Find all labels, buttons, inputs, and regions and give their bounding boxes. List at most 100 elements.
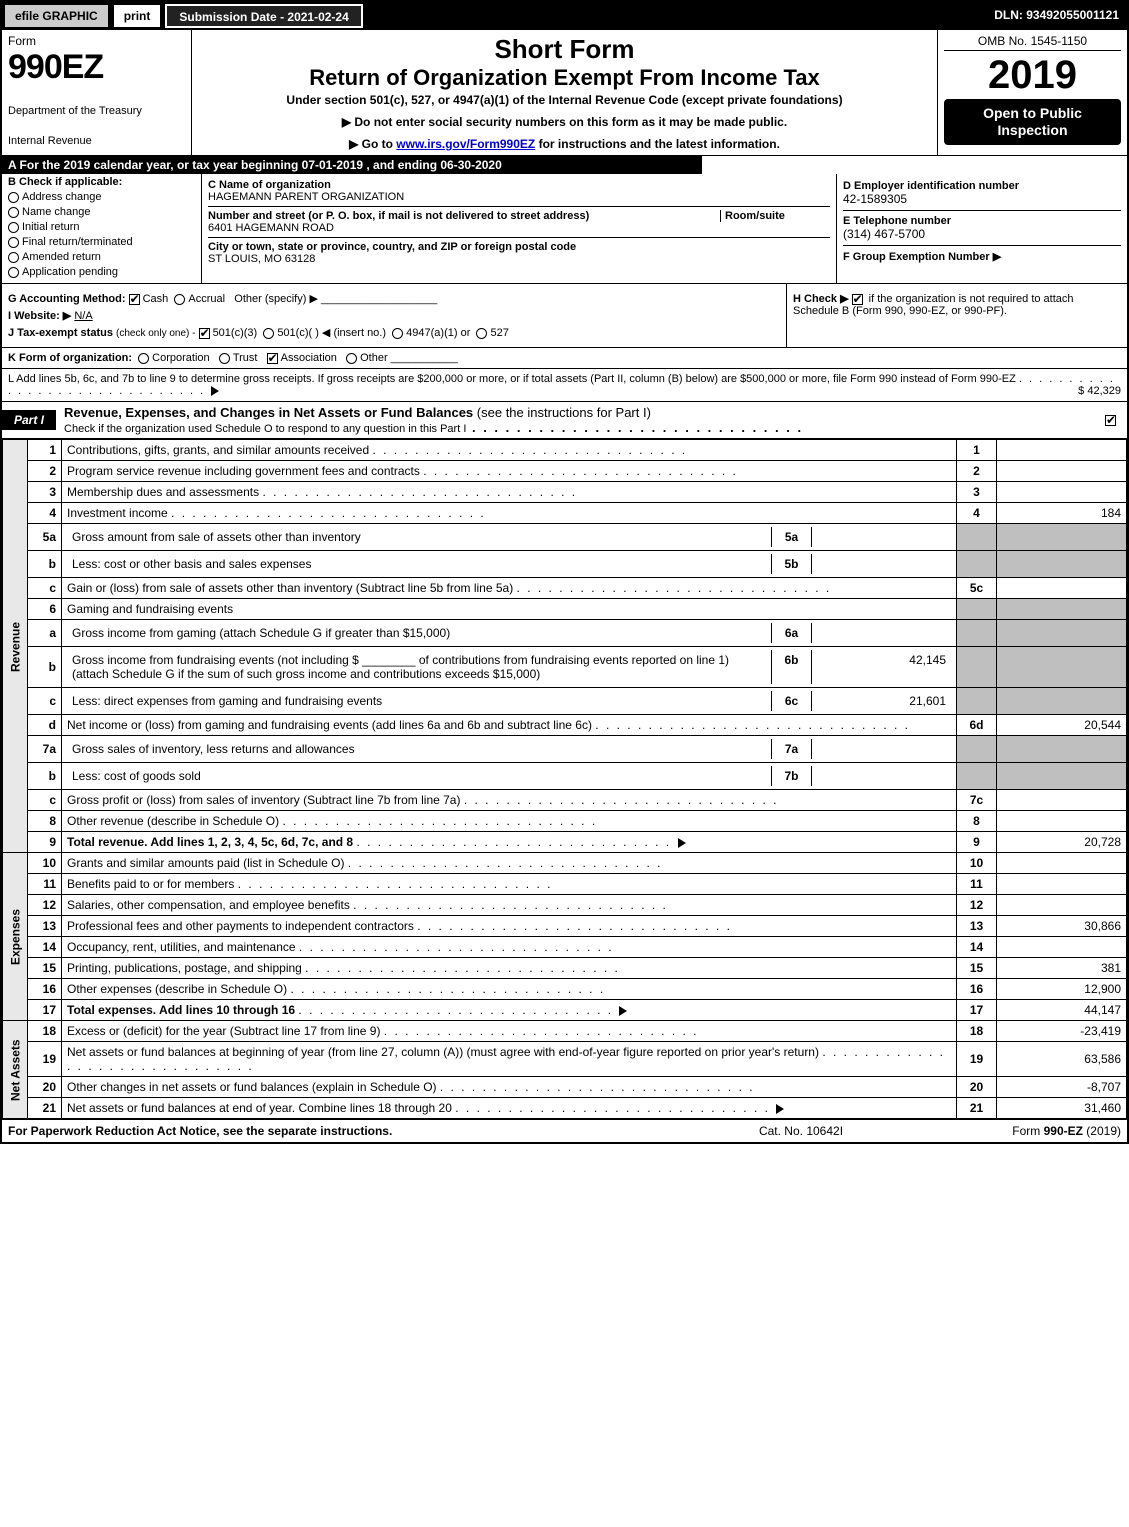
chk-address-change[interactable]: Address change (8, 191, 195, 203)
table-row: 4Investment income 4184 (3, 503, 1127, 524)
row-number: 18 (28, 1021, 62, 1042)
row-number: a (28, 620, 62, 647)
row-description: Gaming and fundraising events (62, 599, 957, 620)
table-row: 3Membership dues and assessments 3 (3, 482, 1127, 503)
c-label: C Name of organization (208, 179, 331, 191)
row-number: b (28, 763, 62, 790)
table-row: 17Total expenses. Add lines 10 through 1… (3, 1000, 1127, 1021)
row-number: 3 (28, 482, 62, 503)
table-row: 5aGross amount from sale of assets other… (3, 524, 1127, 551)
chk-4947[interactable] (392, 328, 403, 339)
irs-link[interactable]: www.irs.gov/Form990EZ (396, 137, 535, 151)
row-description: Occupancy, rent, utilities, and maintena… (62, 937, 957, 958)
row-description: Other changes in net assets or fund bala… (62, 1077, 957, 1098)
title-return: Return of Organization Exempt From Incom… (198, 65, 931, 91)
form-title-block: Short Form Return of Organization Exempt… (192, 30, 937, 155)
line-number-cell (957, 647, 997, 688)
amount-cell (997, 440, 1127, 461)
table-row: 20Other changes in net assets or fund ba… (3, 1077, 1127, 1098)
row-number: 9 (28, 832, 62, 853)
table-row: bLess: cost of goods sold7b (3, 763, 1127, 790)
row-description: Gross profit or (loss) from sales of inv… (62, 790, 957, 811)
efile-button[interactable]: efile GRAPHIC (4, 4, 109, 28)
section-b-checks: B Check if applicable: Address change Na… (2, 174, 202, 283)
graphic-label: GRAPHIC (42, 9, 97, 23)
line-number-cell: 9 (957, 832, 997, 853)
table-row: 21Net assets or fund balances at end of … (3, 1098, 1127, 1119)
f-label: F Group Exemption Number ▶ (843, 250, 1121, 263)
title-short-form: Short Form (198, 34, 931, 65)
row-description: Gross sales of inventory, less returns a… (62, 736, 957, 763)
table-row: bLess: cost or other basis and sales exp… (3, 551, 1127, 578)
form-container: efile GRAPHIC print Submission Date - 20… (0, 0, 1129, 1144)
section-label: Expenses (3, 853, 28, 1021)
chk-527[interactable] (476, 328, 487, 339)
table-row: Expenses10Grants and similar amounts pai… (3, 853, 1127, 874)
row-number: 21 (28, 1098, 62, 1119)
chk-trust[interactable] (219, 353, 230, 364)
row-description: Gross amount from sale of assets other t… (62, 524, 957, 551)
chk-name-change[interactable]: Name change (8, 206, 195, 218)
line-number-cell (957, 599, 997, 620)
row-description: Grants and similar amounts paid (list in… (62, 853, 957, 874)
line-number-cell (957, 620, 997, 647)
goto-pre: ▶ Go to (349, 137, 396, 151)
line-number-cell: 14 (957, 937, 997, 958)
row-description: Other expenses (describe in Schedule O) (62, 979, 957, 1000)
line-number-cell (957, 763, 997, 790)
amount-cell: 12,900 (997, 979, 1127, 1000)
form-word: Form (8, 34, 185, 48)
line-number-cell: 21 (957, 1098, 997, 1119)
line-number-cell: 17 (957, 1000, 997, 1021)
chk-initial-return[interactable]: Initial return (8, 221, 195, 233)
dln: DLN: 93492055001121 (986, 2, 1127, 30)
row-description: Contributions, gifts, grants, and simila… (62, 440, 957, 461)
chk-accrual[interactable] (174, 294, 185, 305)
chk-sched-o[interactable] (1105, 415, 1116, 426)
chk-other[interactable] (346, 353, 357, 364)
row-description: Total expenses. Add lines 10 through 16 (62, 1000, 957, 1021)
amount-cell (997, 790, 1127, 811)
form-ref: Form 990-EZ (2019) (901, 1124, 1121, 1138)
amount-cell: 44,147 (997, 1000, 1127, 1021)
chk-assoc[interactable] (267, 353, 278, 364)
l-line: L Add lines 5b, 6c, and 7b to line 9 to … (2, 369, 1127, 402)
table-row: cGain or (loss) from sale of assets othe… (3, 578, 1127, 599)
line-number-cell: 15 (957, 958, 997, 979)
line-number-cell (957, 524, 997, 551)
row-number: 19 (28, 1042, 62, 1077)
chk-application-pending[interactable]: Application pending (8, 266, 195, 278)
chk-501c[interactable] (263, 328, 274, 339)
dept-irs: Internal Revenue (8, 135, 185, 147)
table-row: 16Other expenses (describe in Schedule O… (3, 979, 1127, 1000)
print-button[interactable]: print (113, 4, 162, 28)
table-row: 15Printing, publications, postage, and s… (3, 958, 1127, 979)
amount-cell: 184 (997, 503, 1127, 524)
amount-cell (997, 578, 1127, 599)
chk-cash[interactable] (129, 294, 140, 305)
g-line: G Accounting Method: Cash Accrual Other … (8, 292, 780, 305)
table-row: 2Program service revenue including gover… (3, 461, 1127, 482)
line-number-cell (957, 736, 997, 763)
chk-final-return[interactable]: Final return/terminated (8, 236, 195, 248)
chk-501c3[interactable] (199, 328, 210, 339)
tax-year: 2019 (944, 55, 1121, 95)
amount-cell (997, 647, 1127, 688)
amount-cell (997, 811, 1127, 832)
row-number: 6 (28, 599, 62, 620)
i-line: I Website: ▶ N/A (8, 309, 780, 322)
line-number-cell: 20 (957, 1077, 997, 1098)
row-description: Gain or (loss) from sale of assets other… (62, 578, 957, 599)
amount-cell: 30,866 (997, 916, 1127, 937)
chk-amended-return[interactable]: Amended return (8, 251, 195, 263)
submission-date: Submission Date - 2021-02-24 (165, 4, 362, 28)
table-row: 6Gaming and fundraising events (3, 599, 1127, 620)
row-description: Printing, publications, postage, and shi… (62, 958, 957, 979)
row-number: 14 (28, 937, 62, 958)
info-ghij: G Accounting Method: Cash Accrual Other … (2, 284, 1127, 348)
chk-corp[interactable] (138, 353, 149, 364)
h-line: H Check ▶ if the organization is not req… (793, 292, 1121, 317)
tax-year-line: A For the 2019 calendar year, or tax yea… (2, 156, 702, 174)
chk-h[interactable] (852, 294, 863, 305)
part1-tag: Part I (2, 410, 56, 430)
